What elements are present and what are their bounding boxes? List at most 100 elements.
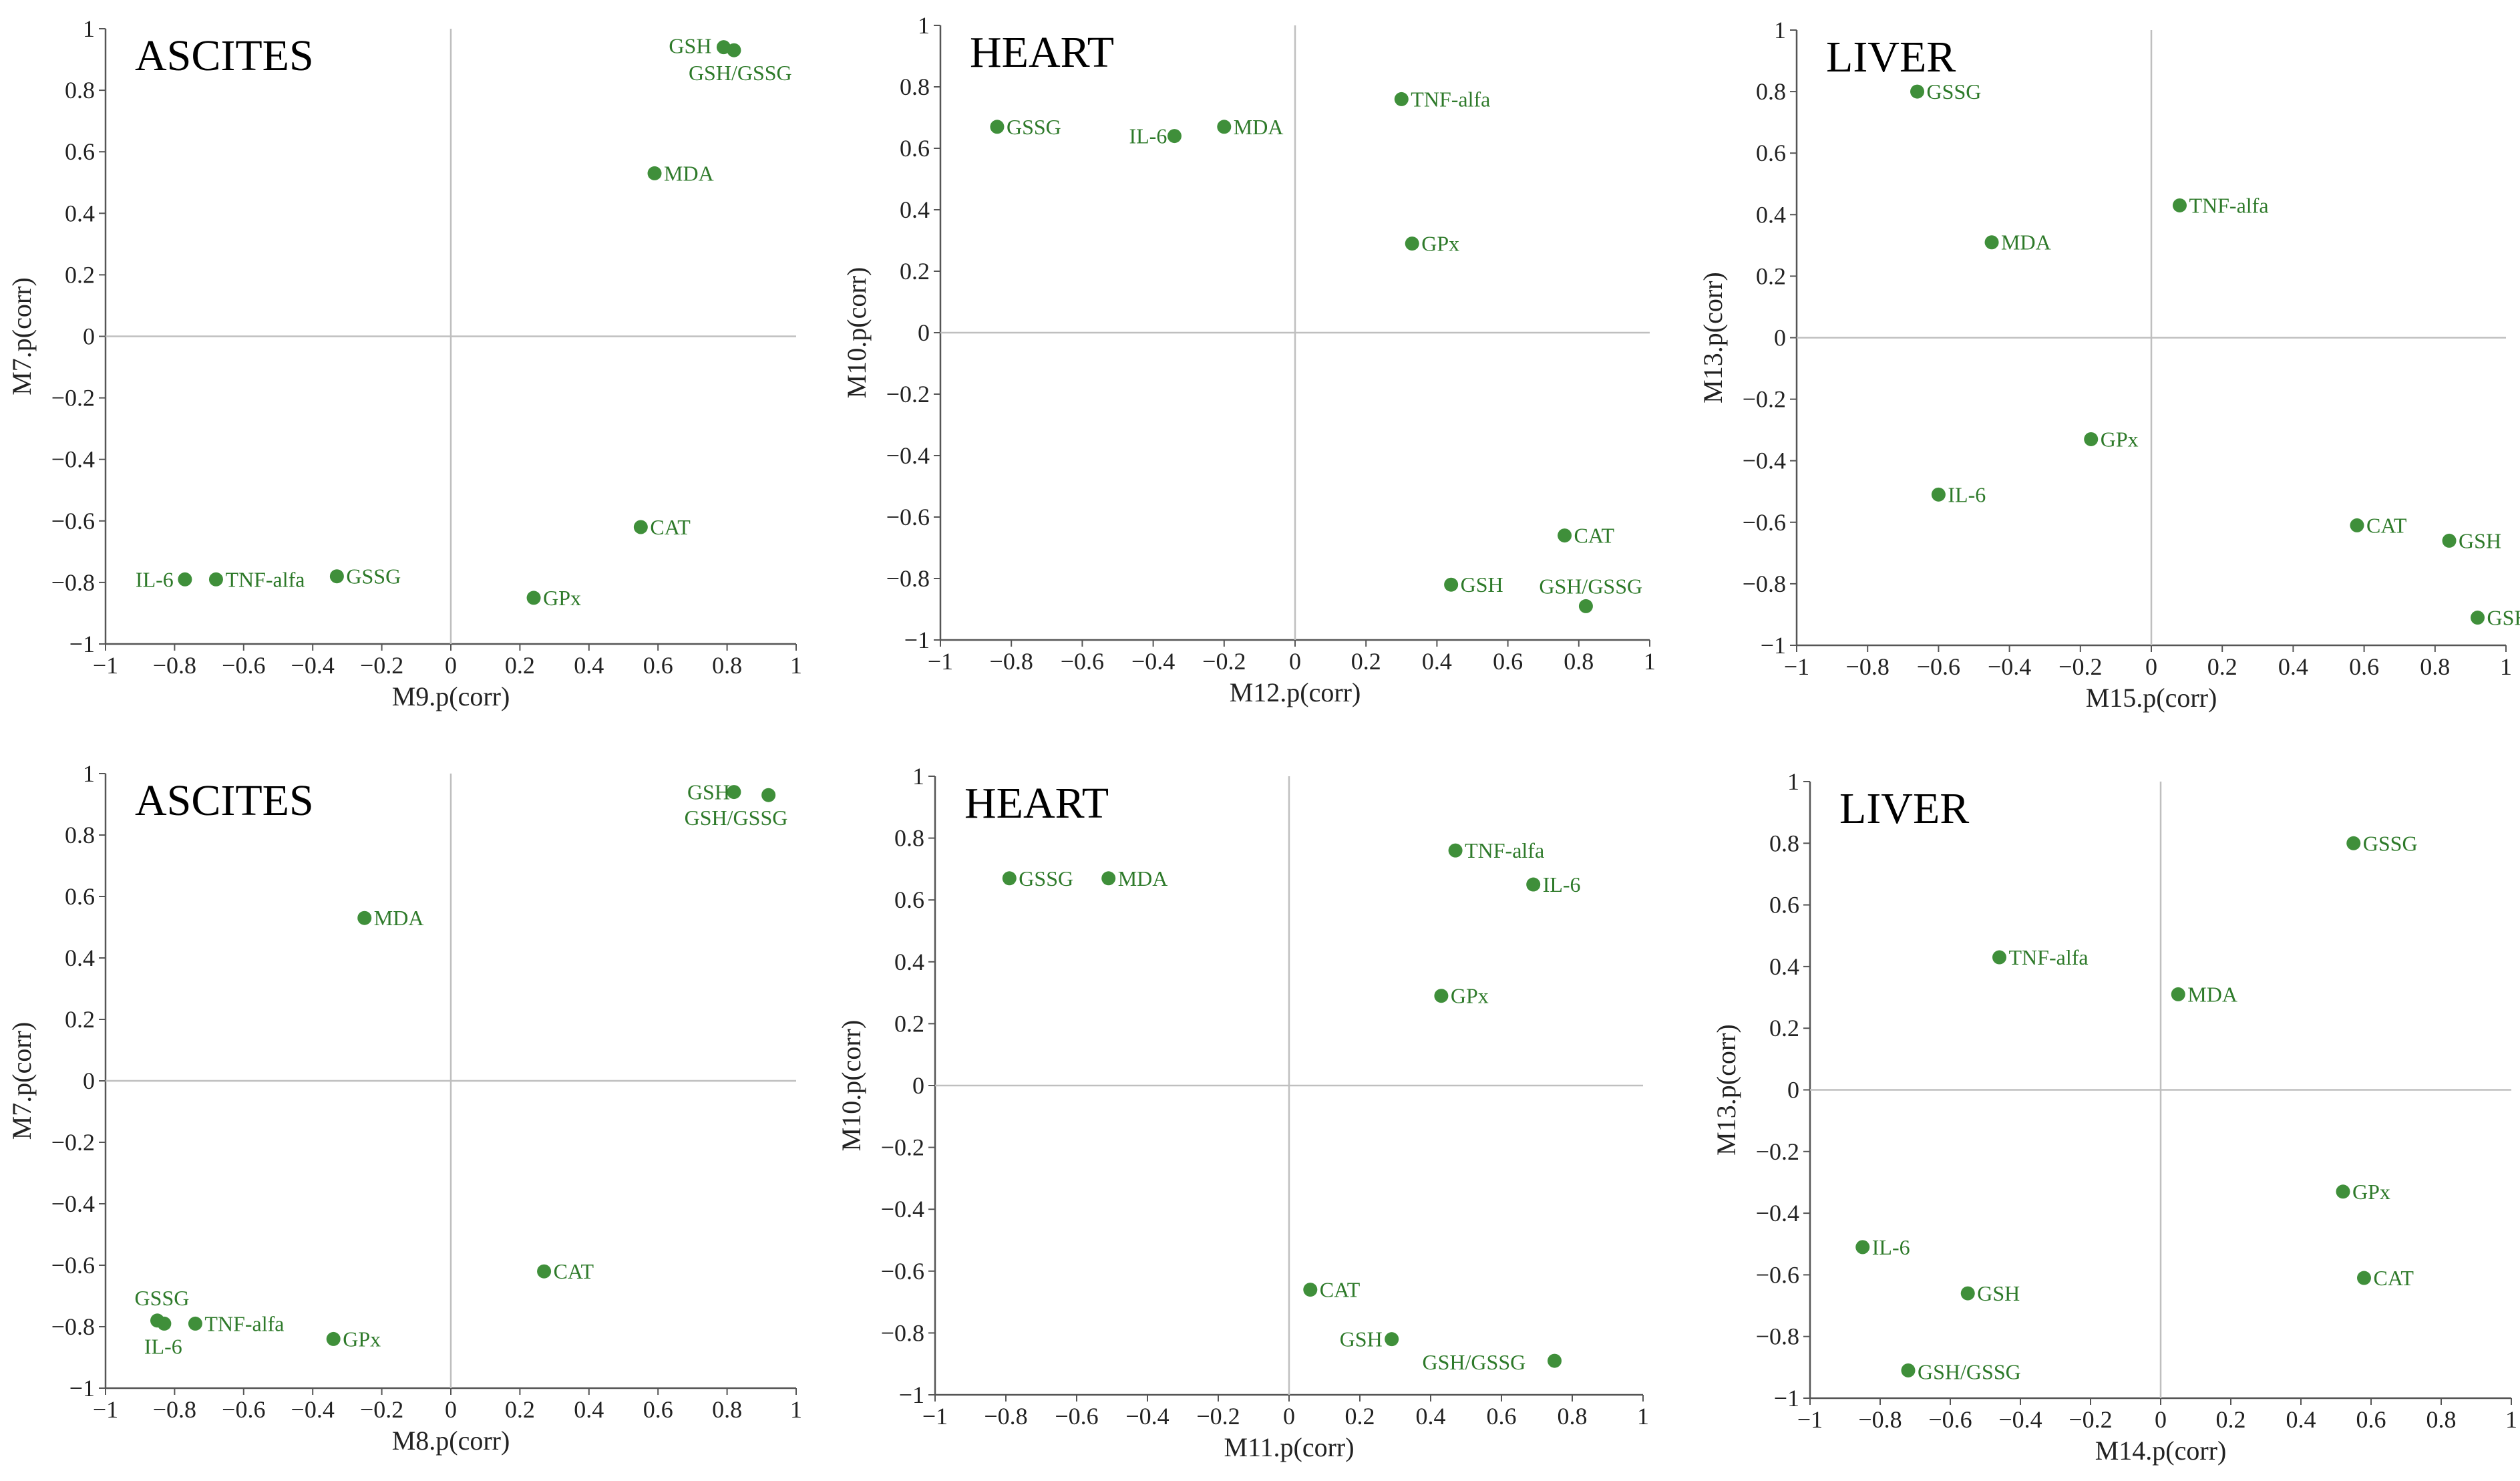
- data-point-label: GSSG: [135, 1286, 190, 1310]
- data-point-label: GSH/GSSG: [1423, 1350, 1526, 1374]
- y-tick-label: −0.8: [886, 565, 930, 592]
- x-tick-label: −0.8: [1858, 1406, 1902, 1433]
- y-tick-label: 0.4: [1769, 953, 1799, 980]
- x-tick-label: 1: [1644, 648, 1656, 675]
- data-point-label: GPx: [343, 1327, 381, 1351]
- x-tick-label: 0.8: [1558, 1403, 1588, 1430]
- y-tick-label: −0.8: [1756, 1323, 1799, 1350]
- x-tick-label: 0: [2155, 1406, 2167, 1433]
- y-tick-label: −1: [899, 1381, 924, 1408]
- data-point-label: MDA: [374, 906, 424, 930]
- x-tick-label: 0: [445, 1396, 457, 1423]
- x-tick-label: −0.4: [1988, 653, 2031, 680]
- x-tick-label: −0.4: [291, 1396, 335, 1423]
- y-tick-label: 0.2: [894, 1010, 924, 1037]
- y-tick-label: 1: [912, 763, 924, 790]
- y-tick-label: 0.4: [894, 949, 924, 975]
- scatter-panel-1: −1 −0.8 −0.6 −0.4 −0.2 0 0.2 0.4 0.6 0.8 1 −1 −0.8 −0…: [7, 15, 802, 711]
- y-tick-label: −0.8: [51, 569, 95, 596]
- data-point-label: MDA: [1234, 115, 1284, 139]
- x-tick-label: 0.4: [574, 1396, 604, 1423]
- y-tick-label: −0.2: [51, 385, 95, 412]
- panel-title: LIVER: [1839, 784, 1969, 833]
- y-tick-label: −1: [69, 631, 95, 657]
- y-tick-label: −0.2: [1756, 1138, 1799, 1165]
- data-point-gsh-gssg: [761, 788, 776, 802]
- x-tick-label: 1: [2500, 653, 2512, 680]
- y-tick-label: −0.8: [51, 1313, 95, 1340]
- scatter-panel-5: −1 −0.8 −0.6 −0.4 −0.2 0 0.2 0.4 0.6 0.8 1 −1 −0.8 −0…: [836, 763, 1649, 1462]
- x-tick-label: 1: [1637, 1403, 1649, 1430]
- y-tick-label: 1: [83, 760, 95, 787]
- data-point-label: GSSG: [346, 564, 401, 589]
- y-tick-label: 0.6: [65, 883, 95, 910]
- y-tick-label: 1: [83, 15, 95, 42]
- y-tick-label: −0.6: [1756, 1261, 1799, 1288]
- data-point-cat: [2350, 518, 2364, 532]
- scatter-panel-3: −1 −0.8 −0.6 −0.4 −0.2 0 0.2 0.4 0.6 0.8 1 −1 −0.8 −0…: [1698, 17, 2520, 713]
- y-tick-label: −0.6: [51, 1252, 95, 1279]
- data-point-label: IL-6: [1872, 1235, 1910, 1259]
- data-point-label: GSH: [1340, 1327, 1383, 1351]
- data-point-label: IL-6: [1948, 482, 1986, 506]
- data-point-label: GSH/GSSG: [1539, 574, 1642, 598]
- x-tick-label: 0.8: [712, 1396, 742, 1423]
- y-tick-label: 1: [1787, 768, 1799, 795]
- x-tick-label: −0.4: [1131, 648, 1175, 675]
- y-tick-label: 0: [918, 319, 930, 346]
- data-point-label: GPx: [2352, 1180, 2390, 1204]
- x-tick-label: 0.4: [2286, 1406, 2316, 1433]
- y-tick-label: −1: [1774, 1385, 1799, 1412]
- data-point-gpx: [2336, 1184, 2350, 1199]
- x-tick-label: −1: [922, 1403, 948, 1430]
- data-point-label: GSH/GSSG: [689, 61, 792, 85]
- data-point-gsh-gssg: [727, 43, 741, 57]
- data-point-label: GSH: [2459, 528, 2501, 552]
- data-point-mda: [2171, 987, 2185, 1001]
- x-tick-label: 0: [445, 652, 457, 679]
- data-point-gsh: [1444, 577, 1459, 592]
- y-tick-label: −0.4: [51, 1190, 95, 1217]
- y-tick-label: −0.6: [51, 508, 95, 534]
- scatter-panel-4: −1 −0.8 −0.6 −0.4 −0.2 0 0.2 0.4 0.6 0.8 1 −1 −0.8 −0…: [7, 760, 802, 1456]
- data-point-label: IL-6: [136, 567, 174, 591]
- data-point-label: GSH: [1977, 1281, 2020, 1305]
- x-tick-label: −1: [93, 1396, 118, 1423]
- data-point-label: GSSG: [1007, 115, 1061, 139]
- y-tick-label: 0.4: [900, 196, 930, 223]
- data-point-gssg: [2346, 836, 2361, 850]
- y-tick-label: 1: [1774, 17, 1786, 43]
- data-point-gssg: [1002, 871, 1017, 886]
- data-point-gsh: [1385, 1332, 1399, 1347]
- y-tick-label: −0.4: [1756, 1200, 1799, 1226]
- data-point-tnf-alfa: [1394, 92, 1409, 106]
- x-axis-title: M14.p(corr): [2095, 1436, 2227, 1466]
- y-tick-label: −0.6: [886, 504, 930, 530]
- data-point-label: GSH: [669, 34, 711, 58]
- x-tick-label: −0.2: [2058, 653, 2102, 680]
- x-tick-label: −1: [93, 652, 118, 679]
- y-tick-label: 0.2: [65, 261, 95, 288]
- y-tick-label: −1: [69, 1375, 95, 1402]
- y-tick-label: 0.6: [1769, 892, 1799, 919]
- y-tick-label: 0.6: [65, 138, 95, 165]
- data-point-gpx: [1434, 989, 1449, 1003]
- x-tick-label: 0: [1283, 1403, 1295, 1430]
- x-axis-title: M9.p(corr): [392, 681, 510, 711]
- x-tick-label: 0.2: [505, 1396, 535, 1423]
- data-point-gsh-gssg: [1548, 1353, 1562, 1368]
- data-point-gsh: [2442, 533, 2457, 548]
- scatter-panel-6: −1 −0.8 −0.6 −0.4 −0.2 0 0.2 0.4 0.6 0.8 1 −1 −0.8 −0…: [1711, 768, 2517, 1466]
- data-point-label: CAT: [650, 515, 691, 539]
- data-point-label: GSSG: [1019, 866, 1073, 890]
- y-tick-label: −0.2: [1743, 386, 1786, 413]
- y-tick-label: −0.2: [51, 1129, 95, 1156]
- data-point-il-6: [157, 1316, 172, 1331]
- x-tick-label: 0.2: [505, 652, 535, 679]
- x-tick-label: 0.6: [1487, 1403, 1517, 1430]
- data-point-label: GPx: [1451, 984, 1489, 1008]
- y-tick-label: 0.8: [1756, 78, 1786, 105]
- x-tick-label: 0.4: [1422, 648, 1452, 675]
- data-point-gsh-gssg: [2471, 611, 2485, 625]
